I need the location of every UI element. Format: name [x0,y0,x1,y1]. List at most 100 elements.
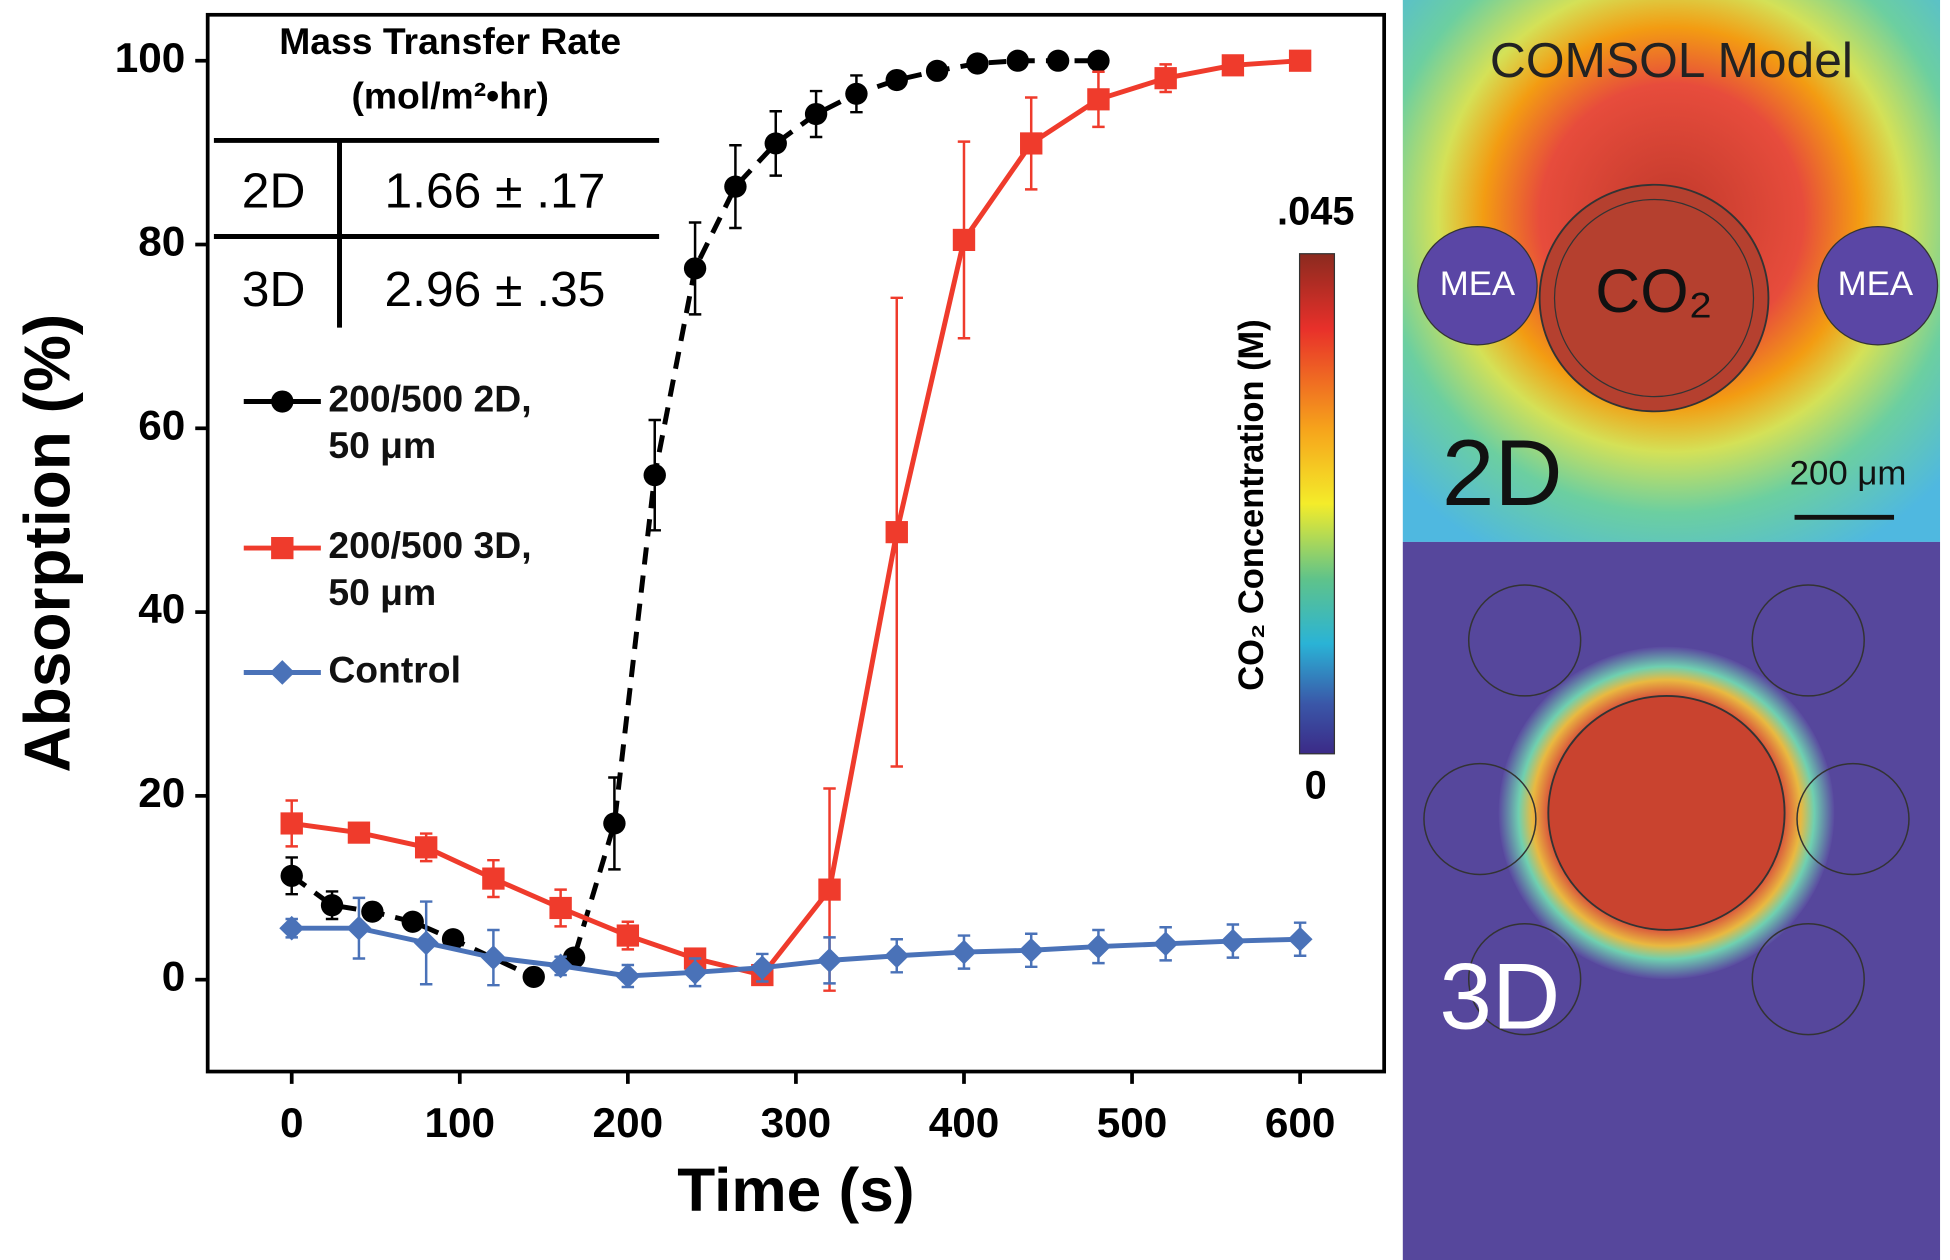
model-3d: 3D [1402,541,1941,1260]
table-cell: 2.96 ± .35 [385,262,606,317]
co2-channel [1553,198,1755,398]
data-point [1087,88,1110,111]
data-point [952,228,976,252]
data-point [1153,931,1179,957]
data-point [845,82,868,105]
data-point [361,900,384,923]
x-tick-label: 200 [593,1099,664,1146]
table-cell: 1.66 ± .17 [385,164,606,219]
x-tick-label: 600 [1265,1099,1336,1146]
data-point [884,943,910,969]
plot-frame [205,12,1387,1074]
legend-marker [271,537,294,560]
legend-label: 200/500 2D, 50 μm [328,379,532,467]
colorbar-label: CO₂ Concentration (M) [1233,319,1271,691]
table-unit: (mol/m²•hr) [351,74,548,116]
data-point [1086,934,1111,959]
data-point [280,812,303,835]
data-point [414,836,438,859]
data-point [401,910,424,933]
colorbar-max: .045 [1277,190,1354,234]
data-point [885,68,908,92]
data-point [1006,49,1029,72]
table-cell: 2D [242,164,306,219]
y-tick-label: 20 [138,769,185,816]
data-point [279,915,305,941]
data-point [925,59,949,82]
legend-marker [269,660,295,685]
y-axis-label: Absorption (%) [11,314,83,773]
mea-channel [1817,226,1939,346]
data-point [320,894,344,917]
x-tick-label: 100 [425,1099,496,1146]
data-point [764,132,787,155]
data-point [1288,49,1312,72]
data-point [616,924,640,947]
panel-label: 3D [1439,944,1560,1048]
mea-channels [1423,584,1910,1036]
table-cell: 3D [242,262,306,317]
series-line [291,58,1301,978]
data-point [818,878,841,901]
data-point [1220,928,1246,954]
legend-marker [271,390,294,413]
data-point [480,945,506,970]
mea-label: MEA [1838,265,1914,303]
inset-table: Mass Transfer Rate (mol/m²•hr) 2D 1.66 ±… [213,20,660,328]
x-tick-label: 400 [929,1099,1000,1146]
series-line [291,925,1301,979]
model-title: COMSOL Model [1490,33,1853,88]
x-axis-label: Time (s) [677,1156,914,1225]
data-point [683,257,707,280]
data-point [1154,67,1177,90]
data-point [804,102,828,126]
y-tick-label: 40 [138,585,185,632]
data-point [603,812,626,835]
data-point [1018,937,1044,963]
data-point [549,896,572,920]
data-point [966,52,989,75]
model-2d: COMSOL Model MEA MEA CO₂ 2D 200 μm [1402,0,1941,542]
data-point [885,521,908,544]
table-title: Mass Transfer Rate [279,20,621,62]
data-point [441,928,465,951]
legend-label: 200/500 3D, 50 μm [328,525,532,614]
data-point [1087,49,1110,72]
y-tick-label: 0 [162,953,186,1000]
data-point [1046,49,1070,72]
data-point [413,930,439,956]
legend-entry: 200/500 2D, 50 μm [328,379,532,467]
data-point [482,867,505,890]
data-point [1221,54,1245,77]
legend-entry: 200/500 3D, 50 μm [328,525,532,614]
panel-label: 2D [1442,420,1563,524]
y-tick-label: 100 [115,34,186,81]
colorbar-min: 0 [1305,764,1327,808]
mea-channel [1417,226,1538,346]
data-point [643,464,666,487]
y-tick-label: 80 [138,218,185,265]
data-point [724,175,747,198]
x-tick-label: 500 [1097,1099,1168,1146]
data-point [346,915,372,941]
data-point [951,939,977,965]
data-point [522,965,545,988]
data-point [1020,132,1043,155]
co2-label: CO₂ [1595,257,1712,326]
co2-channel [1547,694,1786,931]
data-point [1287,926,1313,952]
x-tick-label: 300 [761,1099,832,1146]
colorbar: .045 0 CO₂ Concentration (M) [1233,190,1355,808]
y-tick-label: 60 [138,402,185,449]
legend-label: Control [328,650,461,691]
data-point [817,948,842,973]
co2-channel [1538,183,1770,413]
data-point [347,821,371,844]
x-tick-label: 0 [280,1099,304,1146]
data-point [615,963,641,989]
colorbar-scale [1298,253,1336,755]
data-point [280,864,303,887]
mea-label: MEA [1440,265,1516,303]
legend-entry: Control [328,650,461,691]
